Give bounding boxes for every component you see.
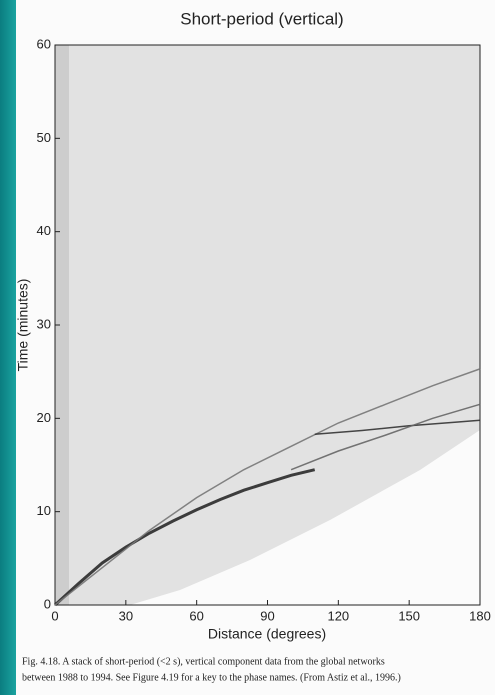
caption-line: between 1988 to 1994. See Figure 4.19 fo… bbox=[22, 672, 401, 683]
x-tick-label: 90 bbox=[260, 608, 274, 623]
caption-line: Fig. 4.18. A stack of short-period (<2 s… bbox=[22, 656, 385, 667]
travel-time-curve bbox=[53, 468, 316, 607]
travel-time-curve bbox=[314, 419, 481, 435]
travel-time-curve bbox=[290, 403, 481, 471]
y-tick-label: 20 bbox=[37, 410, 51, 425]
page-edge bbox=[0, 0, 16, 695]
y-tick-label: 40 bbox=[37, 223, 51, 238]
x-tick-label: 60 bbox=[189, 608, 203, 623]
x-axis-label: Distance (degrees) bbox=[208, 626, 326, 642]
x-tick-label: 150 bbox=[398, 608, 420, 623]
chart-title: Short-period (vertical) bbox=[180, 9, 343, 28]
y-tick-label: 60 bbox=[37, 36, 51, 51]
y-tick-label: 0 bbox=[44, 596, 51, 611]
y-tick-label: 30 bbox=[37, 316, 51, 331]
noise-band bbox=[55, 45, 69, 605]
x-tick-label: 0 bbox=[51, 608, 58, 623]
noise-area bbox=[55, 45, 480, 605]
y-tick-label: 50 bbox=[37, 130, 51, 145]
y-tick-label: 10 bbox=[37, 503, 51, 518]
x-tick-label: 120 bbox=[327, 608, 349, 623]
y-axis-label: Time (minutes) bbox=[15, 279, 31, 372]
x-tick-label: 30 bbox=[119, 608, 133, 623]
travel-time-curve bbox=[54, 368, 481, 606]
x-tick-label: 180 bbox=[469, 608, 491, 623]
